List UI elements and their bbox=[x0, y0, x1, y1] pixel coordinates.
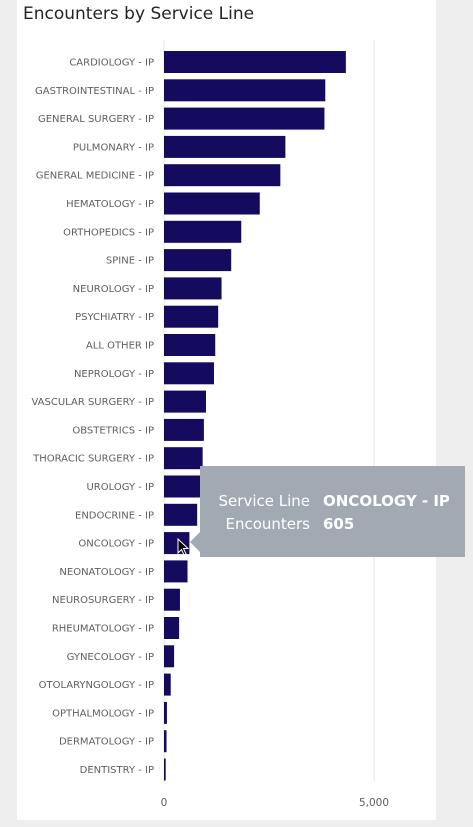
bars bbox=[164, 51, 346, 781]
bar[interactable] bbox=[164, 730, 167, 753]
category-label: GASTROINTESTINAL - IP bbox=[35, 86, 154, 97]
tooltip-value-encounters: 605 bbox=[323, 515, 355, 533]
bar[interactable] bbox=[164, 164, 281, 187]
category-label: ENDOCRINE - IP bbox=[75, 510, 154, 521]
bar[interactable] bbox=[164, 334, 216, 356]
bar[interactable] bbox=[164, 305, 219, 328]
bar[interactable] bbox=[164, 362, 214, 385]
category-label: ORTHOPEDICS - IP bbox=[63, 227, 154, 238]
bar[interactable] bbox=[164, 277, 222, 300]
bar[interactable] bbox=[164, 701, 167, 724]
category-label: SPINE - IP bbox=[106, 256, 154, 267]
category-labels: CARDIOLOGY - IP GASTROINTESTINAL - IP GENE… bbox=[31, 58, 154, 777]
category-label: CARDIOLOGY - IP bbox=[69, 58, 154, 69]
bar[interactable] bbox=[164, 588, 180, 611]
category-label: RHEUMATOLOGY - IP bbox=[52, 624, 154, 635]
category-label: ALL OTHER IP bbox=[86, 341, 154, 352]
category-label: NEUROLOGY - IP bbox=[73, 284, 154, 295]
bar[interactable] bbox=[164, 645, 175, 668]
bar[interactable] bbox=[164, 135, 286, 158]
bar[interactable] bbox=[164, 673, 171, 696]
category-label: THORACIC SURGERY - IP bbox=[32, 454, 154, 465]
bar[interactable] bbox=[164, 107, 325, 130]
category-label: HEMATOLOGY - IP bbox=[66, 199, 154, 210]
bar[interactable] bbox=[164, 390, 206, 413]
mouse-pointer-icon bbox=[177, 538, 189, 556]
x-axis-ticks: 0 5,000 bbox=[161, 797, 389, 809]
bar[interactable] bbox=[164, 79, 326, 102]
bar[interactable] bbox=[164, 51, 346, 73]
category-label: GENERAL MEDICINE - IP bbox=[36, 171, 154, 182]
bar[interactable] bbox=[164, 220, 242, 243]
tooltip-value-service-line: ONCOLOGY - IP bbox=[323, 492, 450, 510]
category-label: GYNECOLOGY - IP bbox=[67, 652, 154, 663]
category-label: GENERAL SURGERY - IP bbox=[38, 114, 154, 125]
category-label: NEUROSURGERY - IP bbox=[52, 595, 154, 606]
category-label: PSYCHIATRY - IP bbox=[75, 312, 154, 323]
bar[interactable] bbox=[164, 475, 201, 498]
category-label: NEPROLOGY - IP bbox=[74, 369, 154, 380]
category-label: DENTISTRY - IP bbox=[80, 765, 154, 776]
bar[interactable] bbox=[164, 447, 203, 470]
x-tick-label: 0 bbox=[161, 797, 168, 809]
bar[interactable] bbox=[164, 418, 204, 441]
category-label: OBSTETRICS - IP bbox=[72, 425, 154, 436]
bar[interactable] bbox=[164, 617, 180, 639]
category-label: DERMATOLOGY - IP bbox=[59, 737, 154, 748]
bar[interactable] bbox=[164, 503, 198, 526]
category-label: NEONATOLOGY - IP bbox=[59, 567, 154, 578]
category-label: PULMONARY - IP bbox=[73, 142, 154, 153]
tooltip-arrow bbox=[190, 532, 200, 552]
bar[interactable] bbox=[164, 758, 166, 781]
tooltip: Service Line ONCOLOGY - IP Encounters 60… bbox=[200, 466, 465, 557]
category-label: OTOLARYNGOLOGY - IP bbox=[39, 680, 154, 691]
tooltip-key-encounters: Encounters bbox=[225, 515, 310, 533]
bar[interactable] bbox=[164, 192, 260, 215]
chart-title: Encounters by Service Line bbox=[23, 4, 255, 24]
tooltip-key-service-line: Service Line bbox=[218, 492, 310, 510]
x-tick-label: 5,000 bbox=[359, 797, 389, 809]
category-label: UROLOGY - IP bbox=[86, 482, 154, 493]
bar[interactable] bbox=[164, 249, 232, 272]
category-label: OPTHALMOLOGY - IP bbox=[52, 708, 154, 719]
category-label: VASCULAR SURGERY - IP bbox=[31, 397, 154, 408]
bar[interactable] bbox=[164, 560, 188, 583]
category-label: ONCOLOGY - IP bbox=[78, 539, 154, 550]
